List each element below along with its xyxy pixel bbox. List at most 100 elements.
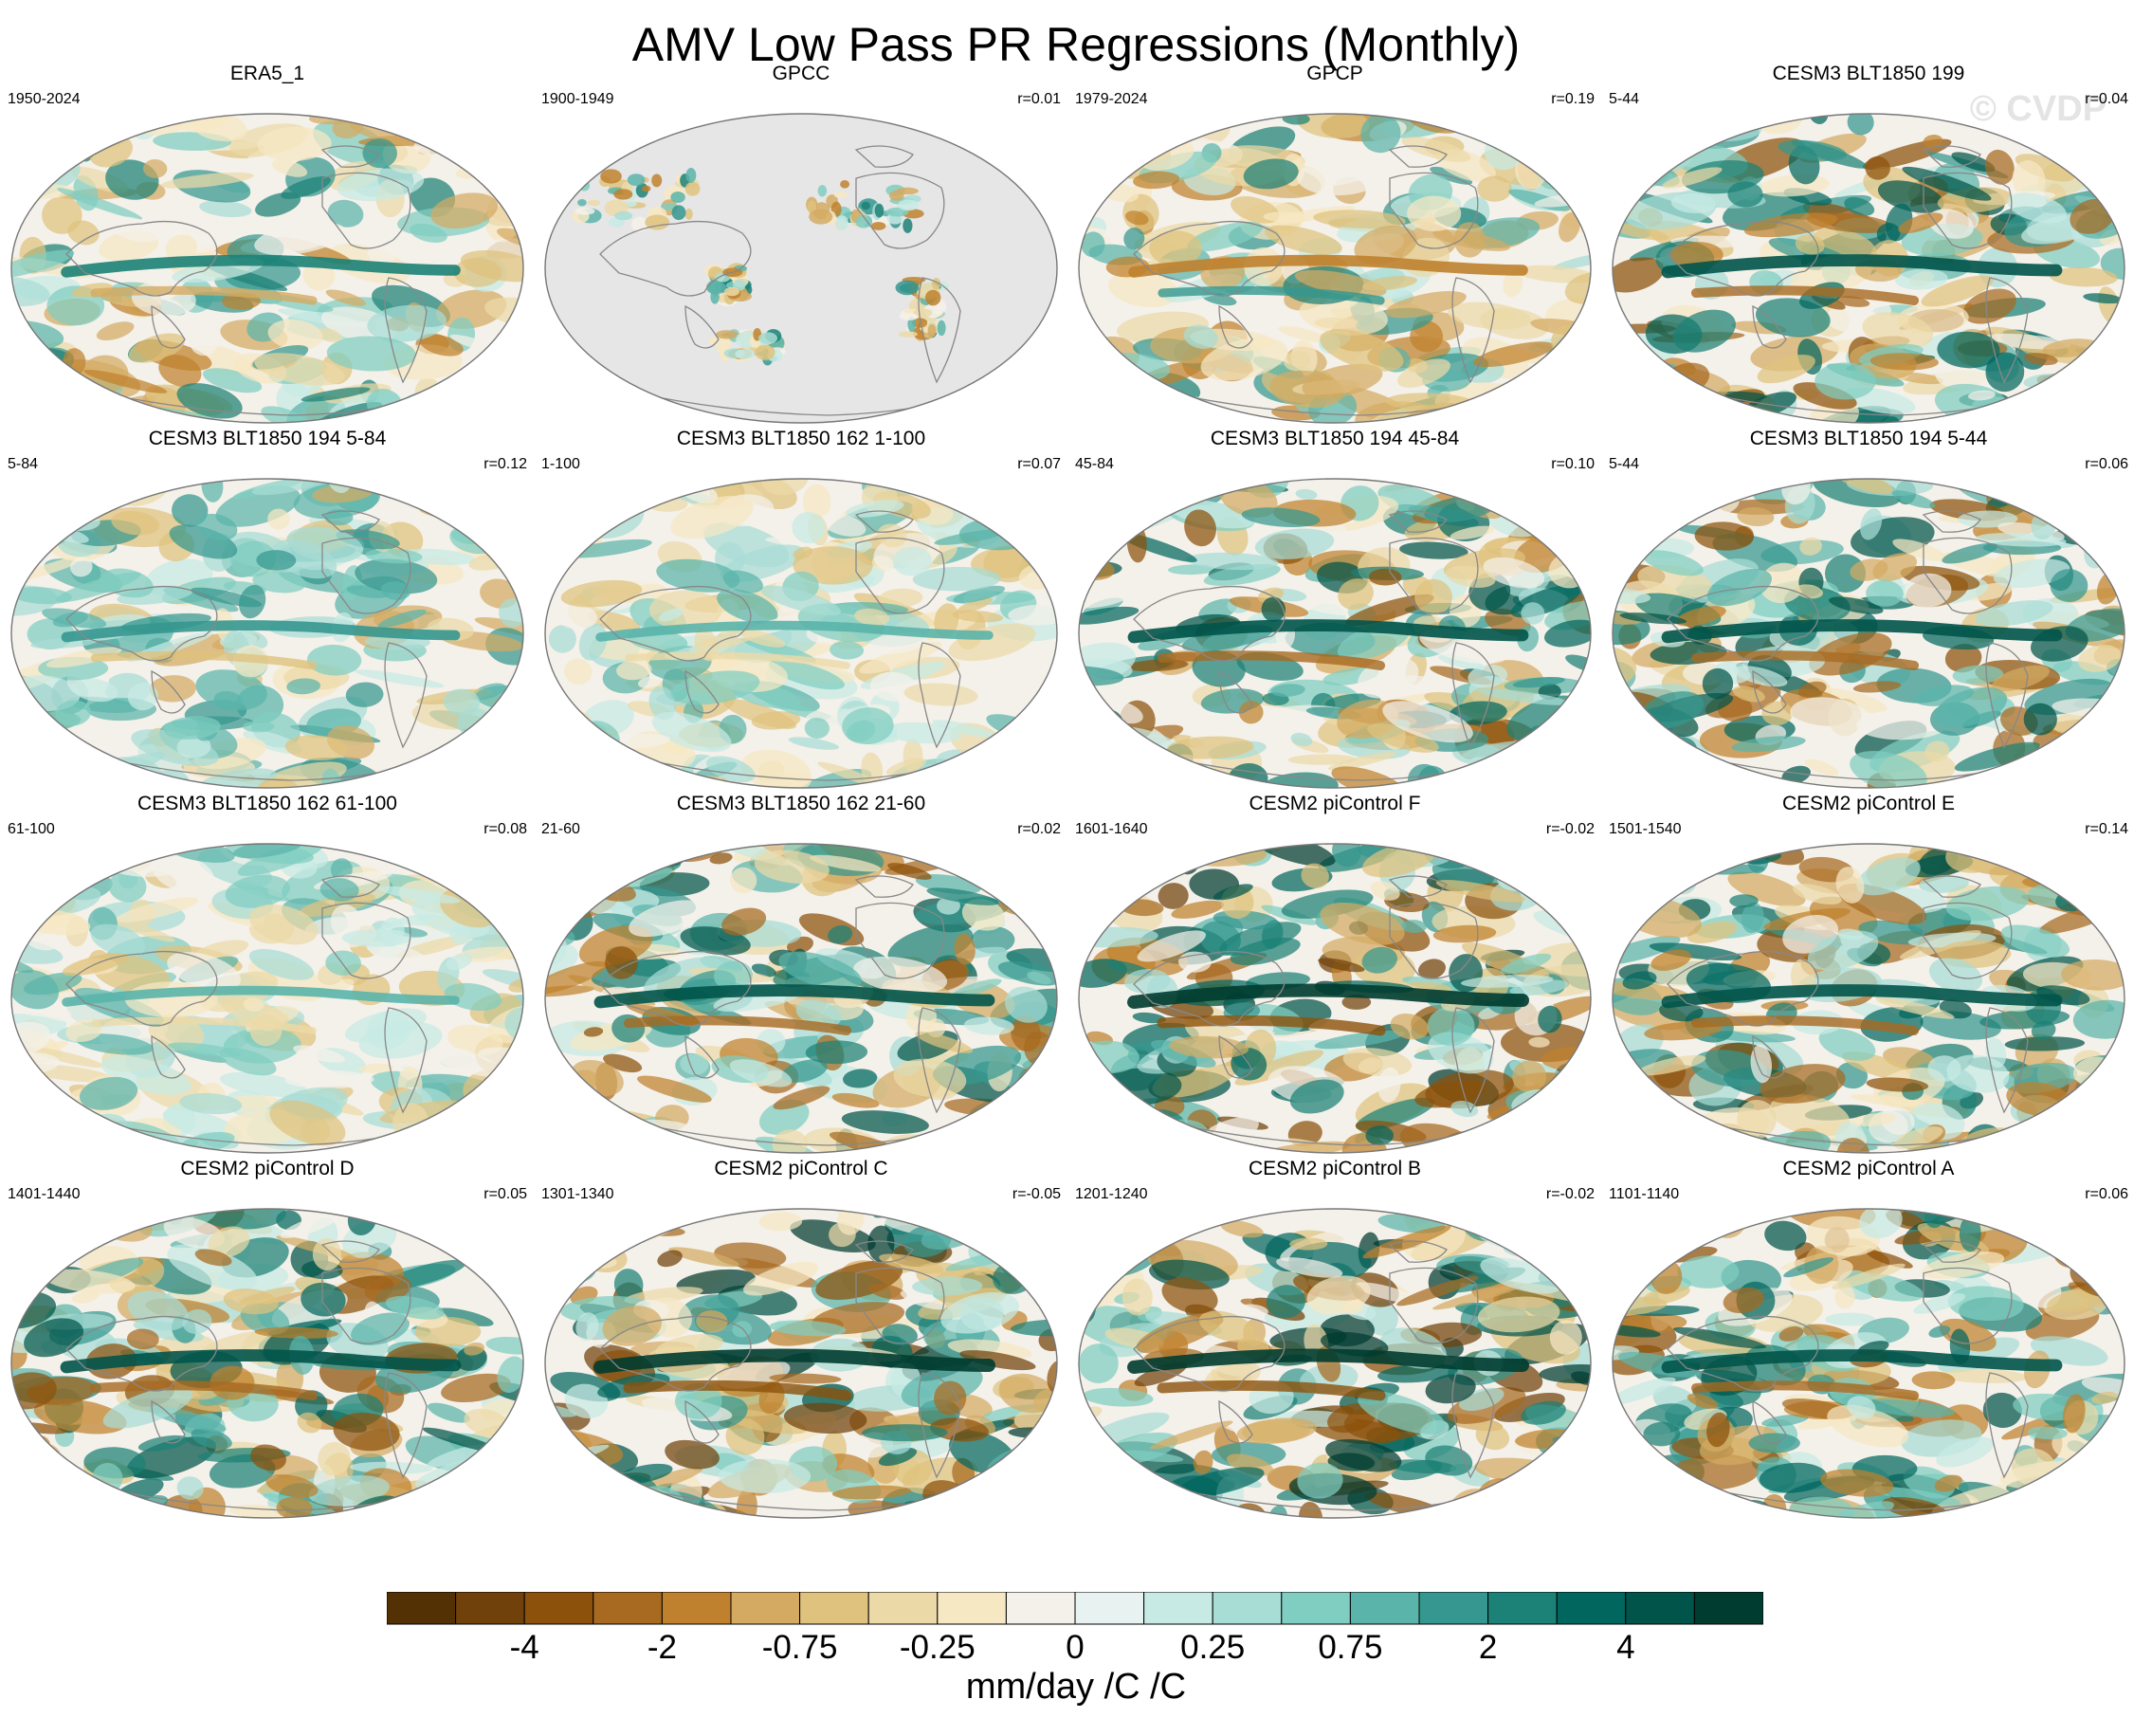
map-plot [544, 478, 1058, 789]
map-panel: GPCC 1900-1949 r=0.01 [536, 63, 1067, 428]
panel-title: CESM2 piControl C [714, 1158, 888, 1179]
colorbar-swatch [1074, 1592, 1145, 1625]
panel-correlation: r=0.05 [483, 1186, 527, 1202]
map-panel: CESM3 BLT1850 199 5-44 r=0.04 [1603, 63, 2134, 428]
panel-title: GPCP [1306, 63, 1363, 84]
colorbar-swatch [1693, 1592, 1763, 1625]
panel-title: CESM3 BLT1850 194 5-84 [148, 428, 387, 449]
colorbar-tick-label: -0.25 [899, 1629, 976, 1666]
map-panel: CESM3 BLT1850 194 5-44 5-44 r=0.06 [1603, 428, 2134, 793]
colorbar-swatch [799, 1592, 869, 1625]
map-plot [10, 1208, 524, 1519]
panel-period: 5-44 [1609, 91, 1640, 107]
panel-period: 61-100 [8, 821, 55, 837]
colorbar [387, 1592, 1763, 1625]
panel-title: CESM2 piControl E [1781, 793, 1956, 814]
colorbar-tick-label: -0.75 [761, 1629, 838, 1666]
panel-correlation: r=0.04 [2085, 91, 2128, 107]
panel-title: GPCC [772, 63, 830, 84]
colorbar-swatch [867, 1592, 939, 1625]
map-plot [1078, 113, 1592, 424]
panel-period: 1900-1949 [541, 91, 614, 107]
panel-correlation: r=-0.05 [1012, 1186, 1061, 1202]
panel-correlation: r=0.12 [483, 456, 527, 472]
colorbar-tick-label: 2 [1478, 1629, 1498, 1666]
colorbar-swatch [593, 1592, 663, 1625]
colorbar-swatch [1005, 1592, 1076, 1625]
map-plot [1612, 113, 2125, 424]
colorbar-swatch [937, 1592, 1007, 1625]
colorbar-swatch [523, 1592, 594, 1625]
panel-title: CESM2 piControl D [180, 1158, 355, 1179]
map-panel: CESM2 piControl F 1601-1640 r=-0.02 [1069, 793, 1600, 1158]
panel-period: 21-60 [541, 821, 580, 837]
map-panel: CESM2 piControl A 1101-1140 r=0.06 [1603, 1158, 2134, 1523]
panel-period: 1401-1440 [8, 1186, 81, 1202]
map-panel: CESM3 BLT1850 194 45-84 45-84 r=0.10 [1069, 428, 1600, 793]
panel-period: 1301-1340 [541, 1186, 614, 1202]
map-panel: CESM3 BLT1850 162 21-60 21-60 r=0.02 [536, 793, 1067, 1158]
panel-title: CESM3 BLT1850 162 61-100 [137, 793, 397, 814]
panel-title: CESM3 BLT1850 162 21-60 [676, 793, 926, 814]
map-plot [1078, 843, 1592, 1154]
panel-correlation: r=0.02 [1017, 821, 1061, 837]
map-plot [544, 1208, 1058, 1519]
map-plot [10, 113, 524, 424]
colorbar-swatch [661, 1592, 732, 1625]
colorbar-swatch [387, 1592, 457, 1625]
colorbar-tick-label: -4 [509, 1629, 539, 1666]
panel-title: CESM3 BLT1850 194 5-44 [1749, 428, 1988, 449]
panel-period: 1979-2024 [1075, 91, 1148, 107]
map-plot [544, 843, 1058, 1154]
colorbar-swatch [1487, 1592, 1558, 1625]
colorbar-tick-label: 0.25 [1180, 1629, 1246, 1666]
panel-period: 5-84 [8, 456, 39, 472]
map-panel: GPCP 1979-2024 r=0.19 [1069, 63, 1600, 428]
colorbar-tick-label: 4 [1616, 1629, 1635, 1666]
map-panel: CESM3 BLT1850 162 1-100 1-100 r=0.07 [536, 428, 1067, 793]
map-plot [1612, 843, 2125, 1154]
panel-title: CESM2 piControl F [1249, 793, 1421, 814]
panel-title: CESM2 piControl B [1248, 1158, 1422, 1179]
colorbar-tick-label: 0 [1066, 1629, 1085, 1666]
colorbar-tick-label: 0.75 [1318, 1629, 1383, 1666]
map-panel: CESM2 piControl D 1401-1440 r=0.05 [2, 1158, 533, 1523]
panel-correlation: r=0.07 [1017, 456, 1061, 472]
panel-correlation: r=0.19 [1551, 91, 1595, 107]
panel-period: 5-44 [1609, 456, 1640, 472]
map-panel: CESM2 piControl E 1501-1540 r=0.14 [1603, 793, 2134, 1158]
map-panel: ERA5_1 1950-2024 [2, 63, 533, 428]
map-panel: CESM2 piControl B 1201-1240 r=-0.02 [1069, 1158, 1600, 1523]
map-plot [1078, 1208, 1592, 1519]
map-plot [10, 478, 524, 789]
panel-correlation: r=-0.02 [1545, 1186, 1595, 1202]
map-plot [1078, 478, 1592, 789]
panel-correlation: r=-0.02 [1545, 821, 1595, 837]
colorbar-swatch [1212, 1592, 1283, 1625]
panel-period: 1601-1640 [1075, 821, 1148, 837]
colorbar-swatch [1556, 1592, 1627, 1625]
colorbar-swatch [1281, 1592, 1351, 1625]
panel-period: 45-84 [1075, 456, 1114, 472]
colorbar-swatch [730, 1592, 801, 1625]
colorbar-swatch [455, 1592, 525, 1625]
map-panel: CESM3 BLT1850 194 5-84 5-84 r=0.12 [2, 428, 533, 793]
figure-title: AMV Low Pass PR Regressions (Monthly) [631, 18, 1521, 71]
panel-title: CESM3 BLT1850 199 [1772, 63, 1965, 84]
panel-title: CESM3 BLT1850 194 45-84 [1210, 428, 1460, 449]
panel-title: CESM2 piControl A [1782, 1158, 1955, 1179]
panel-correlation: r=0.06 [2085, 456, 2128, 472]
colorbar-swatch [1418, 1592, 1489, 1625]
panel-period: 1101-1140 [1609, 1186, 1680, 1202]
panel-period: 1-100 [541, 456, 580, 472]
panel-correlation: r=0.08 [483, 821, 527, 837]
panel-correlation: r=0.06 [2085, 1186, 2128, 1202]
panel-period: 1950-2024 [8, 91, 81, 107]
colorbar-swatch [1143, 1592, 1213, 1625]
colorbar-units: mm/day /C /C [965, 1667, 1187, 1707]
colorbar-tick-label: -2 [647, 1629, 677, 1666]
colorbar-swatch [1625, 1592, 1695, 1625]
panel-title: CESM3 BLT1850 162 1-100 [676, 428, 926, 449]
panel-period: 1501-1540 [1609, 821, 1682, 837]
map-plot [10, 843, 524, 1154]
